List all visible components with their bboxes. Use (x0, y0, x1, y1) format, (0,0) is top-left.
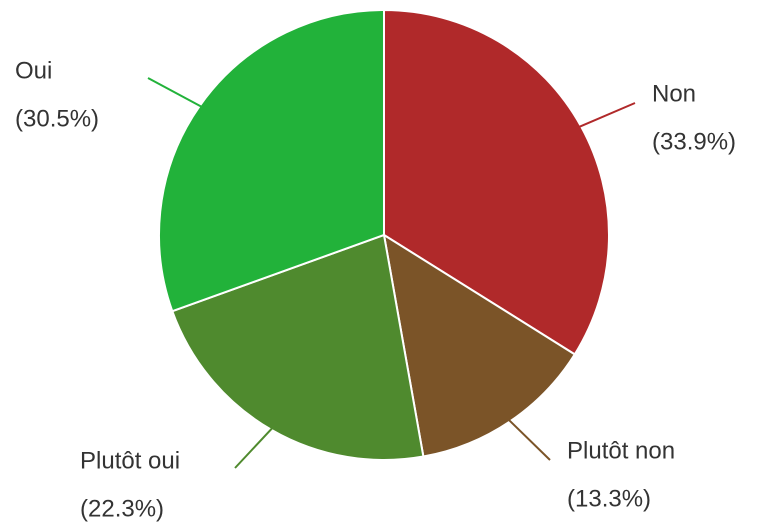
leader-line (508, 419, 551, 461)
slice-percent: (22.3%) (80, 495, 164, 522)
slice-percent: (30.5%) (15, 105, 99, 132)
leader-line (147, 77, 203, 108)
slice-percent: (13.3%) (567, 485, 651, 512)
slice-label: Non (652, 80, 696, 107)
slice-label: Oui (15, 57, 52, 84)
slice-label: Plutôt oui (80, 447, 180, 474)
slice-label: Plutôt non (567, 437, 675, 464)
leader-line (578, 102, 636, 128)
slice-percent: (33.9%) (652, 128, 736, 155)
leader-line (234, 427, 274, 469)
